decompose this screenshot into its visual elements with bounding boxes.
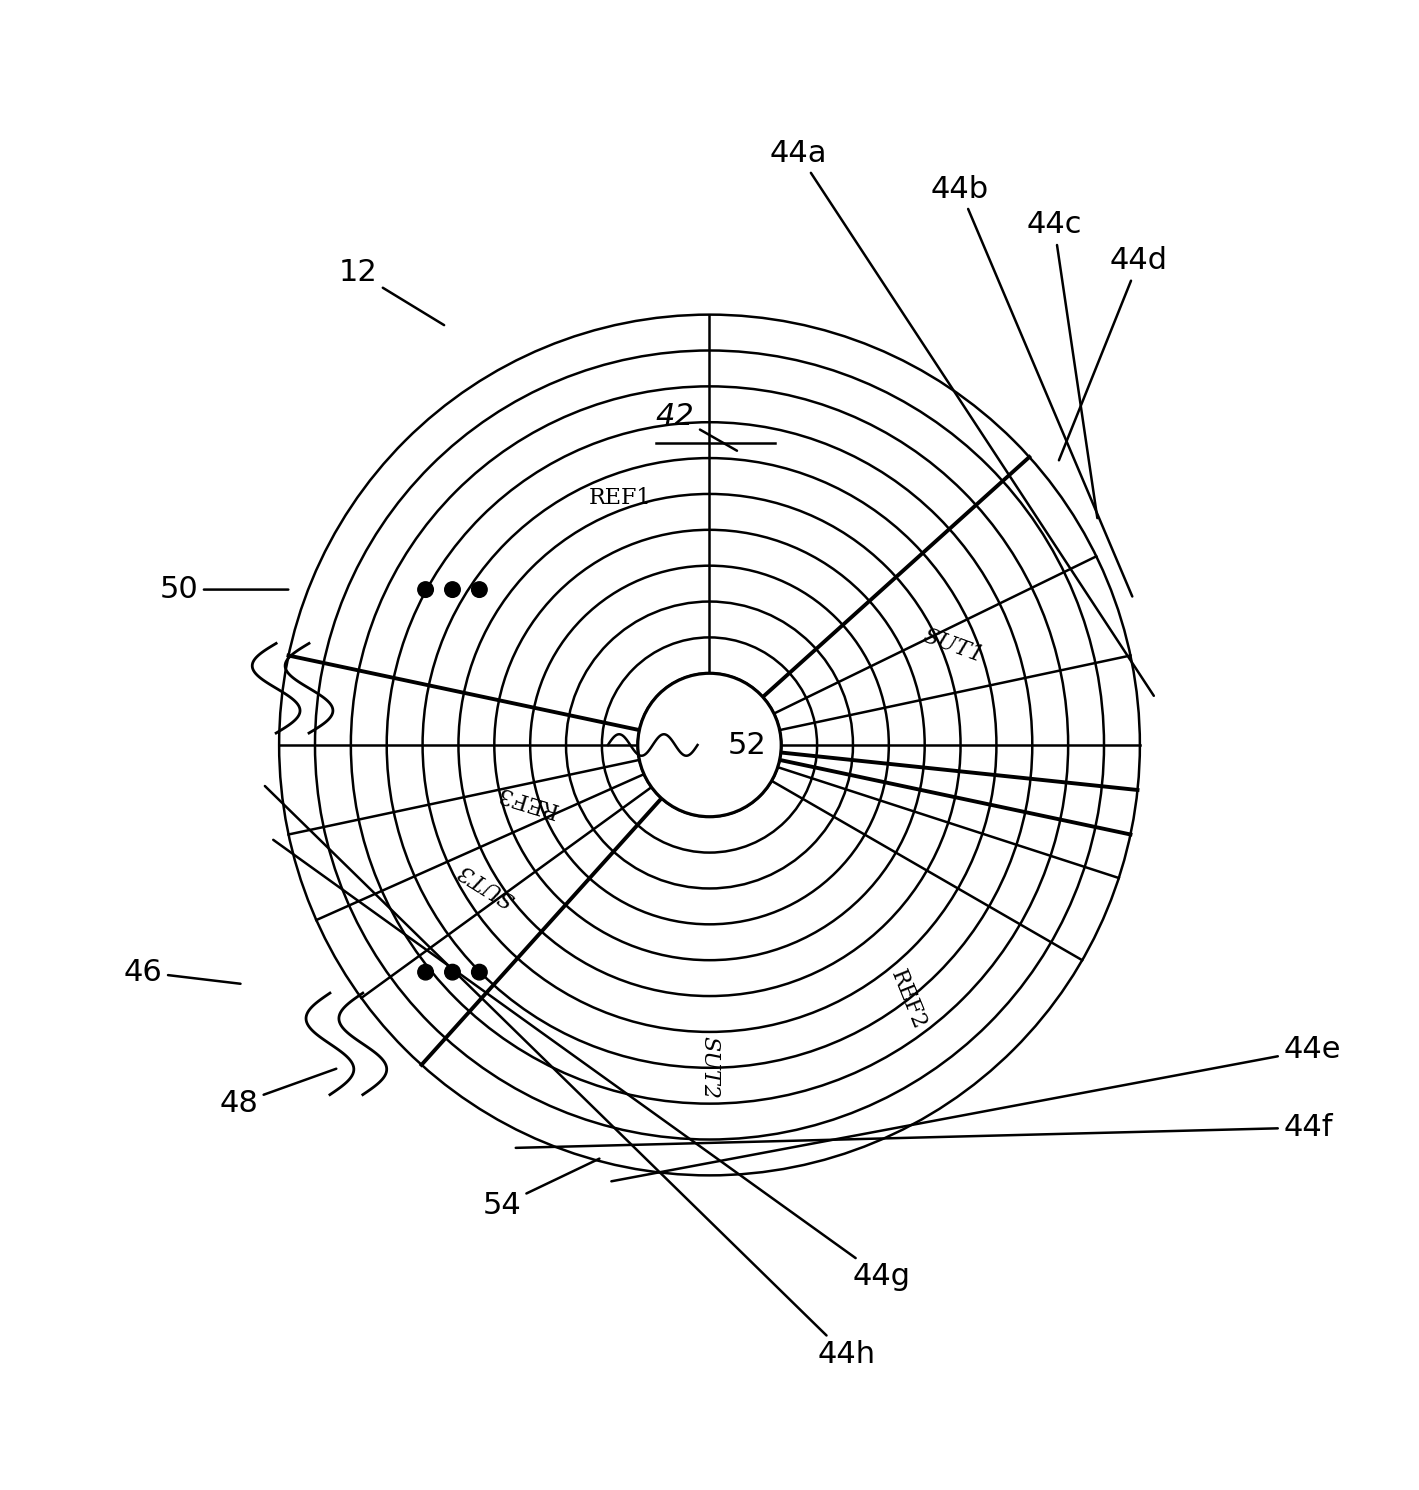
Circle shape — [444, 964, 460, 980]
Text: 50: 50 — [159, 575, 288, 603]
Text: 52: 52 — [728, 730, 766, 760]
Circle shape — [637, 673, 782, 817]
Circle shape — [417, 581, 433, 597]
Text: 44b: 44b — [931, 174, 1132, 596]
Text: 44e: 44e — [612, 1036, 1341, 1182]
Text: 46: 46 — [123, 958, 240, 986]
Circle shape — [471, 964, 487, 980]
Text: REF3: REF3 — [494, 781, 559, 821]
Text: 44c: 44c — [1026, 210, 1097, 519]
Text: 48: 48 — [220, 1068, 336, 1118]
Text: SUT2: SUT2 — [698, 1036, 721, 1100]
Circle shape — [444, 581, 460, 597]
Text: REF1: REF1 — [589, 487, 651, 510]
Text: SUT1: SUT1 — [920, 626, 986, 668]
Text: 44f: 44f — [515, 1113, 1332, 1147]
Text: 54: 54 — [482, 1159, 599, 1220]
Text: 44a: 44a — [769, 139, 1154, 696]
Text: 44h: 44h — [265, 787, 876, 1369]
Text: 44g: 44g — [274, 840, 911, 1292]
Text: SUT3: SUT3 — [454, 858, 519, 910]
Text: 12: 12 — [339, 258, 444, 325]
Circle shape — [471, 581, 487, 597]
Text: REF2: REF2 — [887, 966, 929, 1033]
Circle shape — [417, 964, 433, 980]
Text: 42: 42 — [656, 402, 694, 431]
Text: 44d: 44d — [1059, 246, 1168, 460]
